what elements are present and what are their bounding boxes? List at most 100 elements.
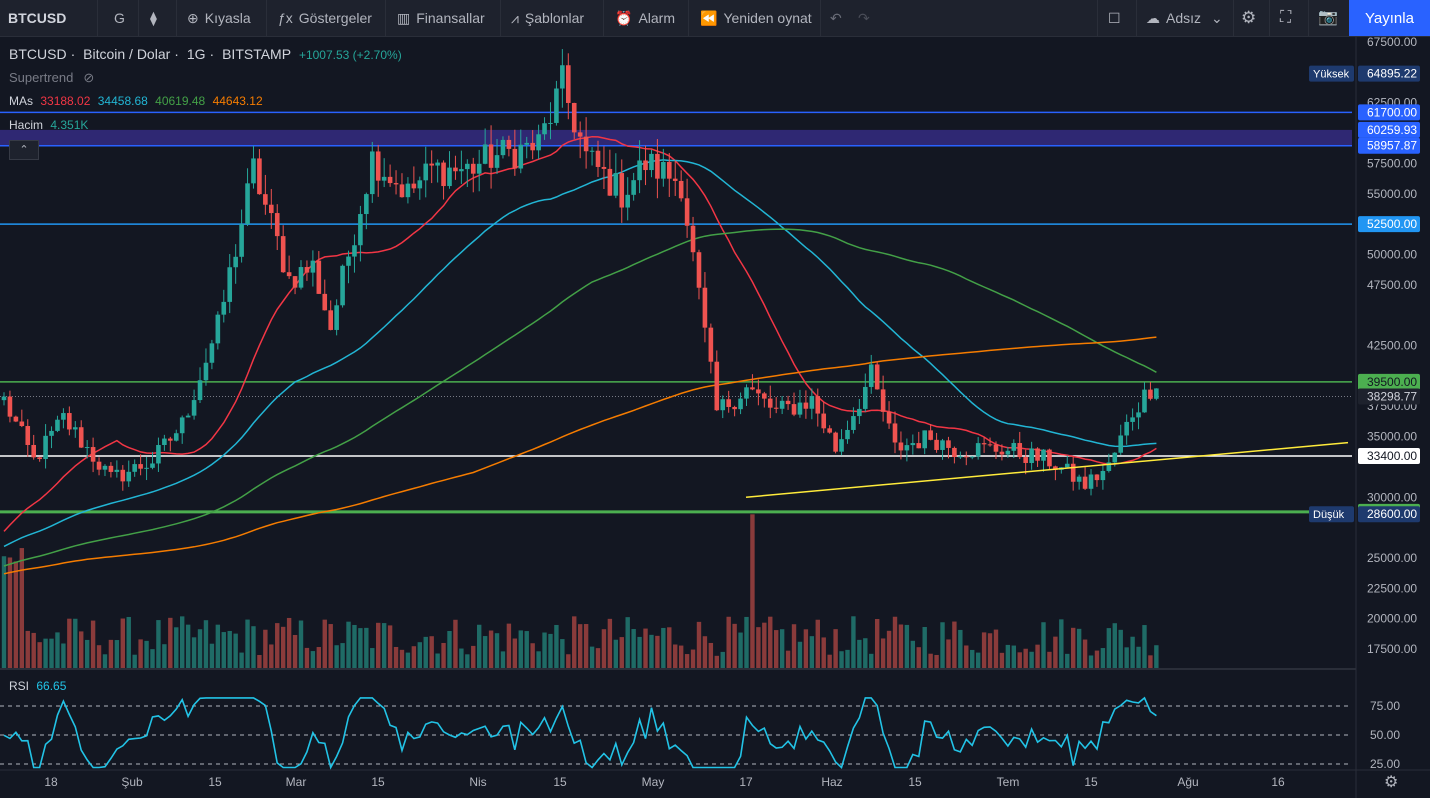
- price-tick: 67500.00: [1367, 37, 1417, 49]
- price-chart[interactable]: 67500.0062500.0057500.0055000.0050000.00…: [0, 37, 1430, 798]
- symbol-search[interactable]: BTCUSD: [8, 10, 67, 26]
- price-label-bg: [1358, 65, 1420, 82]
- alarm-clock-icon: ⏰: [615, 10, 633, 26]
- layout-button[interactable]: ☐: [1108, 0, 1121, 36]
- candle-body: [756, 389, 761, 394]
- volume-bar: [1118, 629, 1123, 668]
- volume-bar: [381, 623, 387, 668]
- candle-body: [197, 380, 203, 401]
- volume-bar: [601, 629, 607, 668]
- square-icon: ☐: [1108, 10, 1121, 26]
- price-label: 28600.00: [1367, 507, 1417, 521]
- candle-body: [298, 267, 304, 288]
- templates-button[interactable]: ⩘ Şablonlar: [511, 0, 584, 36]
- volume-bar: [910, 640, 916, 668]
- volume-bar: [821, 637, 826, 668]
- candle-body: [453, 167, 458, 172]
- time-tick: Mar: [286, 775, 307, 789]
- candle-body: [417, 180, 423, 189]
- volume-bar: [714, 655, 719, 668]
- layout-name-menu[interactable]: ☁ Adsız ⌄: [1146, 0, 1223, 36]
- interval-button[interactable]: G: [114, 10, 125, 26]
- candle-body: [655, 153, 660, 179]
- collapse-legend-button[interactable]: ⌃: [9, 140, 39, 160]
- candle-body: [696, 252, 702, 288]
- volume-bar: [779, 629, 785, 668]
- indicators-button[interactable]: ƒx Göstergeler: [278, 0, 372, 36]
- volume-bar: [227, 630, 232, 668]
- alert-button[interactable]: ⏰ Alarm: [615, 0, 675, 36]
- volume-bar: [286, 617, 292, 668]
- volume-bar: [459, 648, 464, 668]
- rsi-line: [3, 696, 1157, 770]
- extreme-tag: Yüksek: [1313, 69, 1350, 81]
- settings-button[interactable]: ⚙: [1241, 0, 1256, 36]
- undo-button[interactable]: ↶: [830, 0, 842, 36]
- axis-settings-button[interactable]: ⚙: [1384, 772, 1398, 792]
- volume-bar: [708, 642, 714, 668]
- volume-bar: [191, 637, 197, 668]
- extreme-tag: Düşük: [1313, 509, 1345, 521]
- price-tick: 30000.00: [1367, 490, 1417, 504]
- volume-bar: [702, 636, 708, 668]
- candle-body: [524, 142, 530, 145]
- replay-button[interactable]: ⏪ Yeniden oynat: [700, 0, 812, 36]
- candle-body: [1041, 449, 1046, 461]
- supertrend-legend[interactable]: Supertrend ⊘: [9, 70, 95, 85]
- volume-bar: [221, 632, 226, 668]
- candle-body: [619, 173, 625, 208]
- volume-bar: [429, 636, 434, 668]
- volume-bar: [150, 649, 155, 668]
- rsi-pane: [0, 668, 1430, 770]
- ma-legend[interactable]: MAs 33188.02 34458.68 40619.48 44643.12: [9, 94, 263, 108]
- volume-bar: [1142, 625, 1147, 668]
- rewind-icon: ⏪: [700, 10, 718, 26]
- volume-legend[interactable]: Hacim 4.351K: [9, 118, 89, 132]
- volume-bar: [500, 651, 506, 668]
- candle-body: [803, 402, 809, 409]
- volume-bar: [678, 645, 684, 668]
- candle-body: [1130, 417, 1135, 422]
- candle-body: [946, 440, 951, 448]
- candle-body: [625, 194, 630, 208]
- candle-body: [536, 134, 541, 151]
- volume-bar: [1148, 655, 1153, 668]
- volume-bar: [209, 643, 215, 668]
- candles-style-button[interactable]: ⧫: [150, 0, 163, 36]
- volume-bar: [1124, 647, 1129, 668]
- candle-body: [429, 163, 434, 166]
- redo-button[interactable]: ↷: [858, 0, 870, 36]
- financials-button[interactable]: ▥ Finansallar: [397, 0, 485, 36]
- templates-icon: ⩘: [511, 10, 519, 26]
- fullscreen-button[interactable]: ⛶: [1280, 0, 1291, 36]
- support-trendline: [745, 441, 1349, 498]
- volume-bar: [441, 642, 446, 668]
- volume-bar: [269, 644, 274, 668]
- price-tick: 17500.00: [1367, 642, 1417, 656]
- fx-icon: ƒx: [278, 10, 293, 26]
- candle-body: [649, 153, 654, 171]
- volume-bar: [114, 640, 120, 668]
- volume-bar: [809, 636, 815, 668]
- snapshot-button[interactable]: 📷: [1318, 0, 1338, 36]
- price-tick: 20000.00: [1367, 612, 1417, 626]
- publish-button[interactable]: Yayınla: [1349, 0, 1430, 36]
- volume-bar: [625, 617, 630, 668]
- volume-bar: [399, 649, 405, 668]
- rsi-legend[interactable]: RSI 66.65: [9, 679, 67, 693]
- eye-off-icon[interactable]: ⊘: [83, 70, 95, 85]
- candle-body: [744, 387, 749, 399]
- legend-interval: 1G: [186, 46, 206, 62]
- candle-body: [263, 194, 268, 205]
- ma-line-2: [3, 159, 1157, 548]
- candle-body: [518, 144, 524, 169]
- volume-bar: [583, 624, 589, 668]
- volume-bar: [768, 616, 773, 668]
- time-tick: Nis: [469, 775, 486, 789]
- candle-body: [916, 443, 922, 449]
- volume-bar: [1, 556, 7, 668]
- volume-bar: [863, 638, 868, 668]
- compare-button[interactable]: ⊕ Kıyasla: [187, 0, 251, 36]
- candle-body: [1106, 462, 1112, 471]
- candle-body: [1035, 448, 1040, 461]
